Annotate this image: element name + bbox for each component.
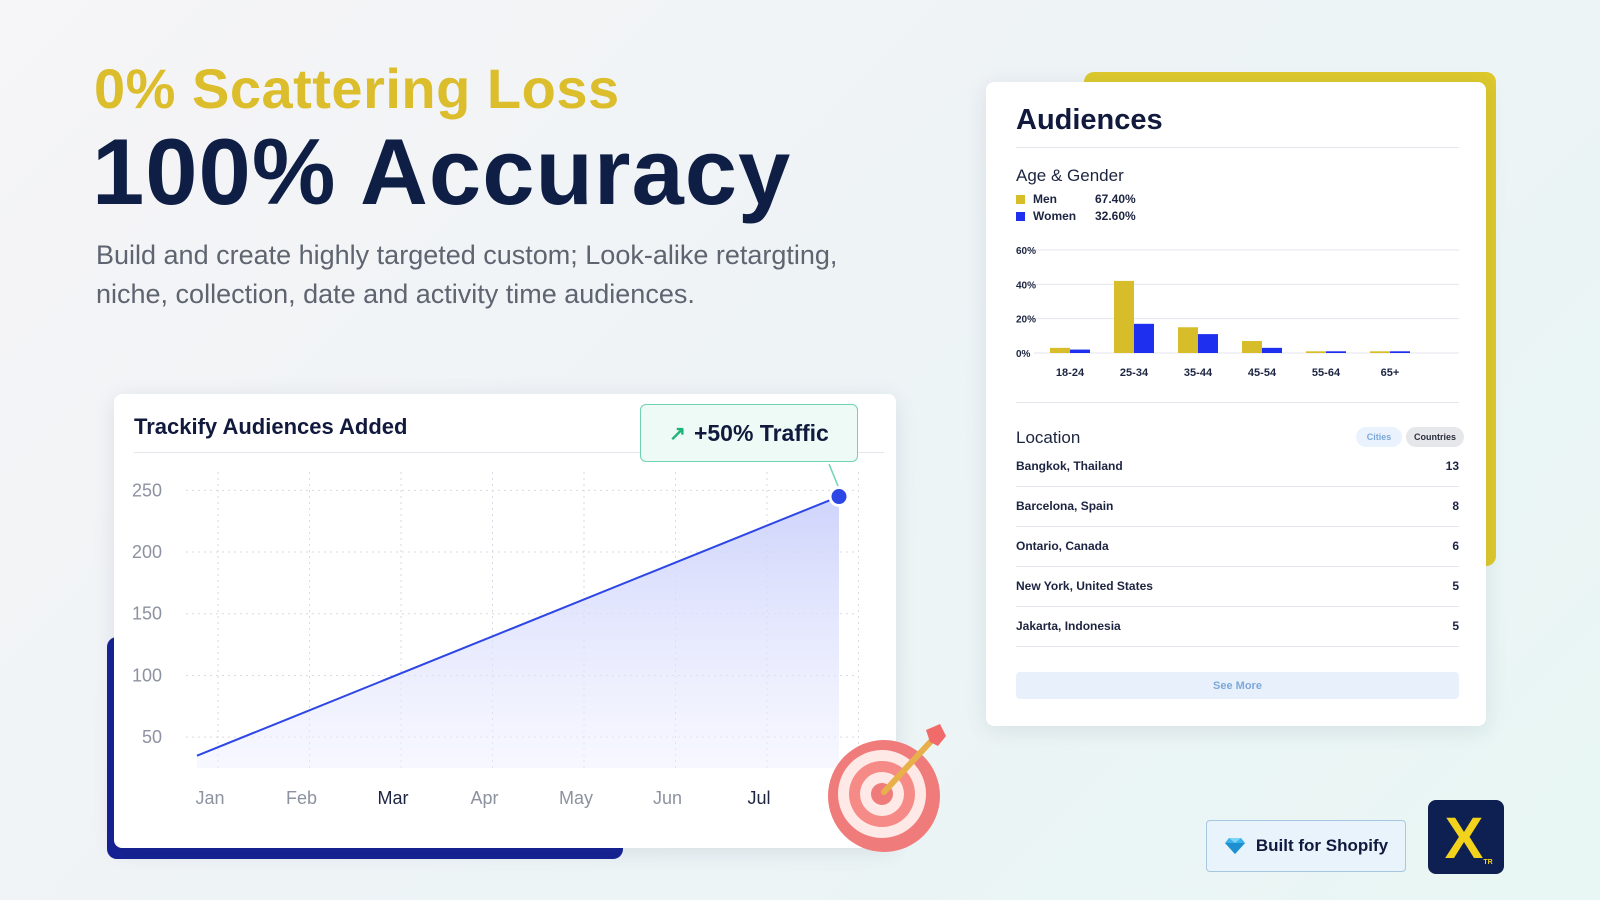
audiences-card: Audiences Age & Gender Men 67.40% Women … (986, 82, 1486, 726)
x-tick-label: 18-24 (1056, 367, 1085, 379)
men-swatch (1016, 194, 1025, 204)
x-tick-label: 55-64 (1312, 367, 1341, 379)
bar (1134, 323, 1154, 353)
built-for-shopify-badge[interactable]: Built for Shopify (1206, 820, 1406, 872)
y-tick-label: 50 (142, 727, 162, 747)
bar (1370, 351, 1390, 353)
location-name: Ontario, Canada (1016, 539, 1109, 553)
location-name: Jakarta, Indonesia (1016, 619, 1121, 633)
y-tick-label: 100 (132, 665, 162, 685)
location-name: Bangkok, Thailand (1016, 459, 1123, 473)
chart-title: Trackify Audiences Added (134, 414, 408, 439)
bar (1326, 351, 1346, 353)
list-item: Jakarta, Indonesia 5 (1016, 606, 1459, 647)
diamond-icon (1224, 838, 1245, 854)
age-gender-bar-chart: 0% 20% 40% 60% 18-24 25-34 35-44 45-54 55-64 65+ (1016, 246, 1459, 379)
series-area (197, 496, 839, 768)
trend-up-icon: ↗ (669, 422, 686, 445)
target-icon (828, 724, 946, 852)
x-tick-label: Jun (653, 788, 682, 808)
data-point (828, 486, 850, 508)
x-tick-label: Jul (747, 788, 770, 808)
logo-mark: TR (1483, 859, 1492, 866)
countries-filter-button[interactable]: Countries (1406, 427, 1464, 447)
y-tick-label: 250 (132, 480, 162, 500)
location-count: 13 (1445, 459, 1459, 473)
y-tick-label: 40% (1016, 280, 1036, 291)
x-tick-label: 65+ (1381, 367, 1400, 379)
list-item: New York, United States 5 (1016, 566, 1459, 607)
bar (1114, 280, 1134, 353)
bar (1178, 327, 1198, 353)
women-swatch (1016, 211, 1025, 221)
audiences-divider (1016, 147, 1459, 148)
bar (1390, 351, 1410, 353)
bar (1070, 349, 1090, 353)
legend-women: Women 32.60% (1016, 209, 1136, 223)
x-tick-label: 45-54 (1248, 367, 1277, 379)
hero-headline: 100% Accuracy (92, 119, 792, 224)
audiences-added-card: Trackify Audiences Added 50 100 150 200 250 J… (114, 394, 896, 848)
bar (1242, 340, 1262, 353)
y-tick-label: 0% (1016, 349, 1031, 360)
badge-label: Built for Shopify (1255, 836, 1389, 855)
cities-filter-button[interactable]: Cities (1356, 427, 1402, 447)
location-name: New York, United States (1016, 579, 1153, 593)
bar (1262, 347, 1282, 353)
x-tick-label: 25-34 (1120, 367, 1149, 379)
bar (1050, 347, 1070, 353)
location-divider (1016, 402, 1459, 403)
hero-tagline: 0% Scattering Loss (94, 57, 620, 120)
x-tick-label: Apr (470, 788, 498, 808)
x-tick-label: 35-44 (1184, 367, 1213, 379)
x-tick-label: Feb (286, 788, 317, 808)
tooltip-label: +50% Traffic (693, 419, 829, 446)
y-tick-label: 200 (132, 542, 162, 562)
y-tick-label: 20% (1016, 315, 1036, 326)
location-name: Barcelona, Spain (1016, 499, 1114, 513)
x-tick-label: Mar (378, 788, 409, 808)
logo-icon: X TR (1445, 806, 1493, 868)
brand-logo: X TR (1428, 800, 1504, 874)
traffic-tooltip: ↗ +50% Traffic (640, 404, 858, 462)
location-count: 5 (1452, 579, 1459, 593)
location-count: 5 (1452, 619, 1459, 633)
location-title: Location (1016, 428, 1081, 447)
location-count: 8 (1452, 499, 1459, 513)
list-item: Barcelona, Spain 8 (1016, 486, 1459, 527)
see-more-button[interactable]: See More (1016, 672, 1459, 699)
legend-men-value: 67.40% (1095, 192, 1136, 206)
legend-men: Men 67.40% (1016, 192, 1136, 206)
chart-divider (134, 452, 884, 453)
age-gender-title: Age & Gender (1016, 166, 1124, 185)
legend-women-label: Women (1033, 209, 1077, 223)
logo-letter: X (1445, 806, 1484, 868)
bar (1198, 334, 1218, 353)
audiences-title: Audiences (1016, 104, 1163, 136)
y-tick-label: 60% (1016, 246, 1036, 257)
series-line (196, 495, 840, 757)
hero-description: Build and create highly targeted custom;… (96, 240, 838, 309)
legend-women-value: 32.60% (1095, 209, 1136, 223)
list-item: Bangkok, Thailand 13 (1016, 446, 1459, 487)
x-tick-label: Jan (195, 788, 224, 808)
tooltip-pointer (828, 463, 840, 489)
list-item: Ontario, Canada 6 (1016, 526, 1459, 567)
y-tick-label: 150 (132, 604, 162, 624)
location-count: 6 (1452, 539, 1459, 553)
x-tick-label: May (559, 788, 593, 808)
bar (1306, 351, 1326, 353)
audiences-line-chart: 50 100 150 200 250 Jan Feb Mar Apr May Jun Jul (132, 463, 859, 808)
legend-men-label: Men (1033, 192, 1057, 206)
